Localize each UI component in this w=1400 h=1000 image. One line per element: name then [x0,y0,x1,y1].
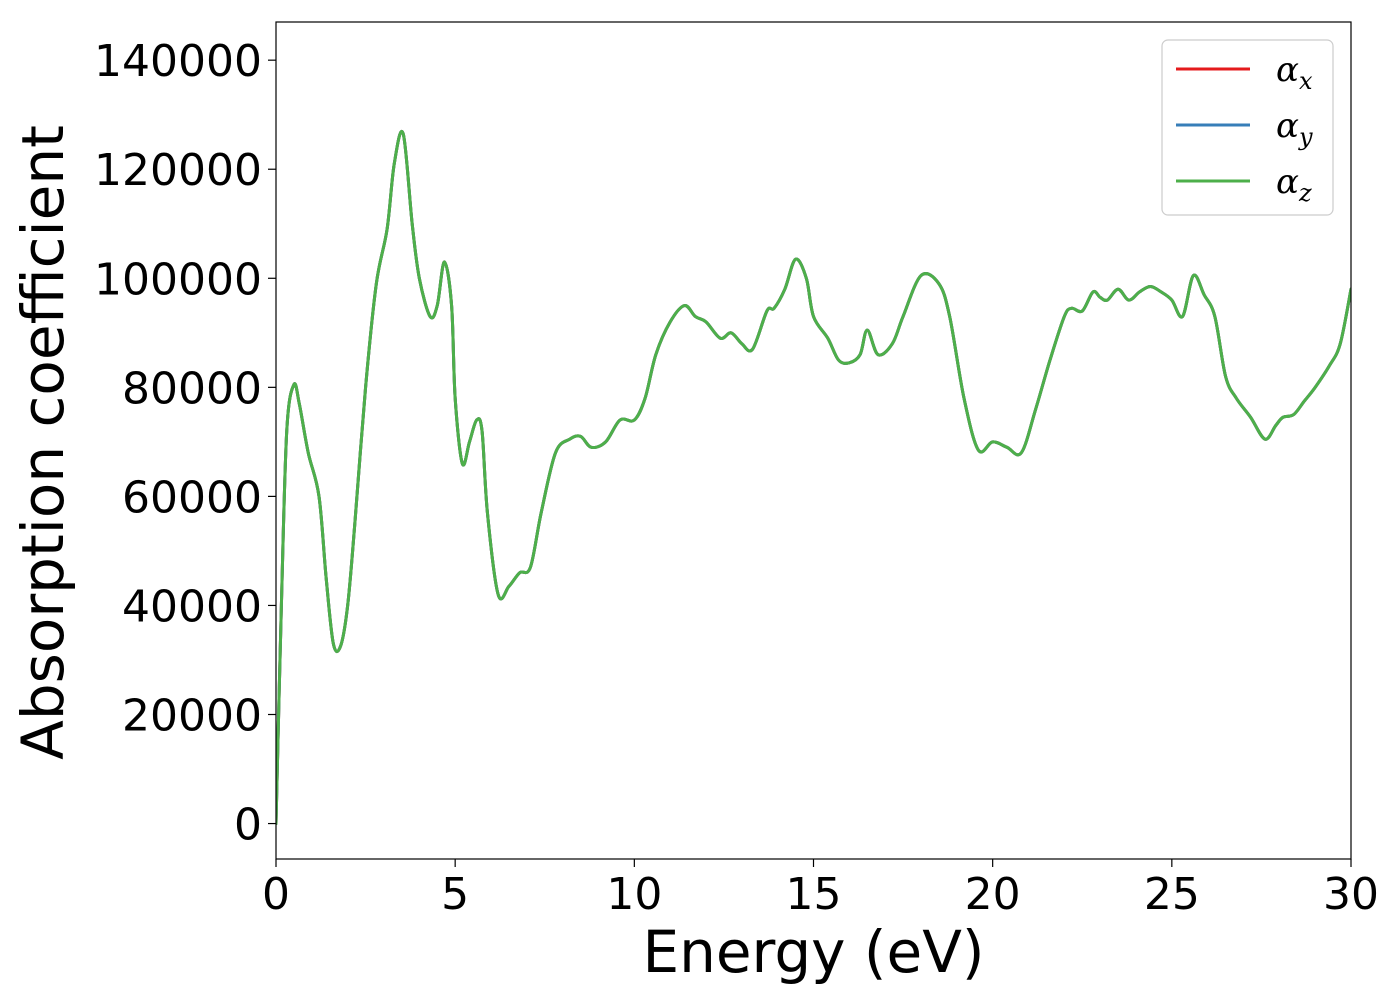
x-axis-title: Energy (eV) [642,918,984,986]
y-tick-label: 80000 [122,363,262,414]
y-tick-label: 140000 [94,36,262,87]
x-tick-label: 25 [1144,869,1200,920]
series-line-z [276,130,1351,826]
x-tick-label: 30 [1323,869,1379,920]
legend-label-subscript: z [1298,179,1312,207]
y-tick-label: 120000 [94,145,262,196]
x-tick-label: 10 [606,869,662,920]
y-tick-label: 20000 [122,691,262,742]
x-tick-label: 20 [965,869,1021,920]
legend-label-base: α [1276,162,1299,202]
y-axis-ticks: 0 20000 40000 60000 80000 100000 120000 140000 [94,36,276,851]
legend-label-base: α [1276,50,1299,90]
legend-label-x: αx [1276,50,1313,95]
x-tick-label: 0 [262,869,290,920]
y-tick-label: 60000 [122,472,262,523]
legend-label-y: αy [1276,106,1313,151]
legend-label-subscript: y [1298,123,1313,151]
legend-label-z: αz [1276,162,1312,207]
y-tick-label: 100000 [94,254,262,305]
legend-box [1161,39,1334,216]
series-layer [276,130,1351,826]
legend-label-base: α [1276,106,1299,146]
legend-label-subscript: x [1299,67,1313,95]
x-tick-label: 5 [441,869,469,920]
y-axis-title: Absorption coefficient [9,125,77,760]
x-axis-ticks: 0 5 10 15 20 25 30 [262,859,1379,920]
x-tick-label: 15 [786,869,842,920]
y-tick-label: 0 [234,800,262,851]
y-tick-label: 40000 [122,581,262,632]
